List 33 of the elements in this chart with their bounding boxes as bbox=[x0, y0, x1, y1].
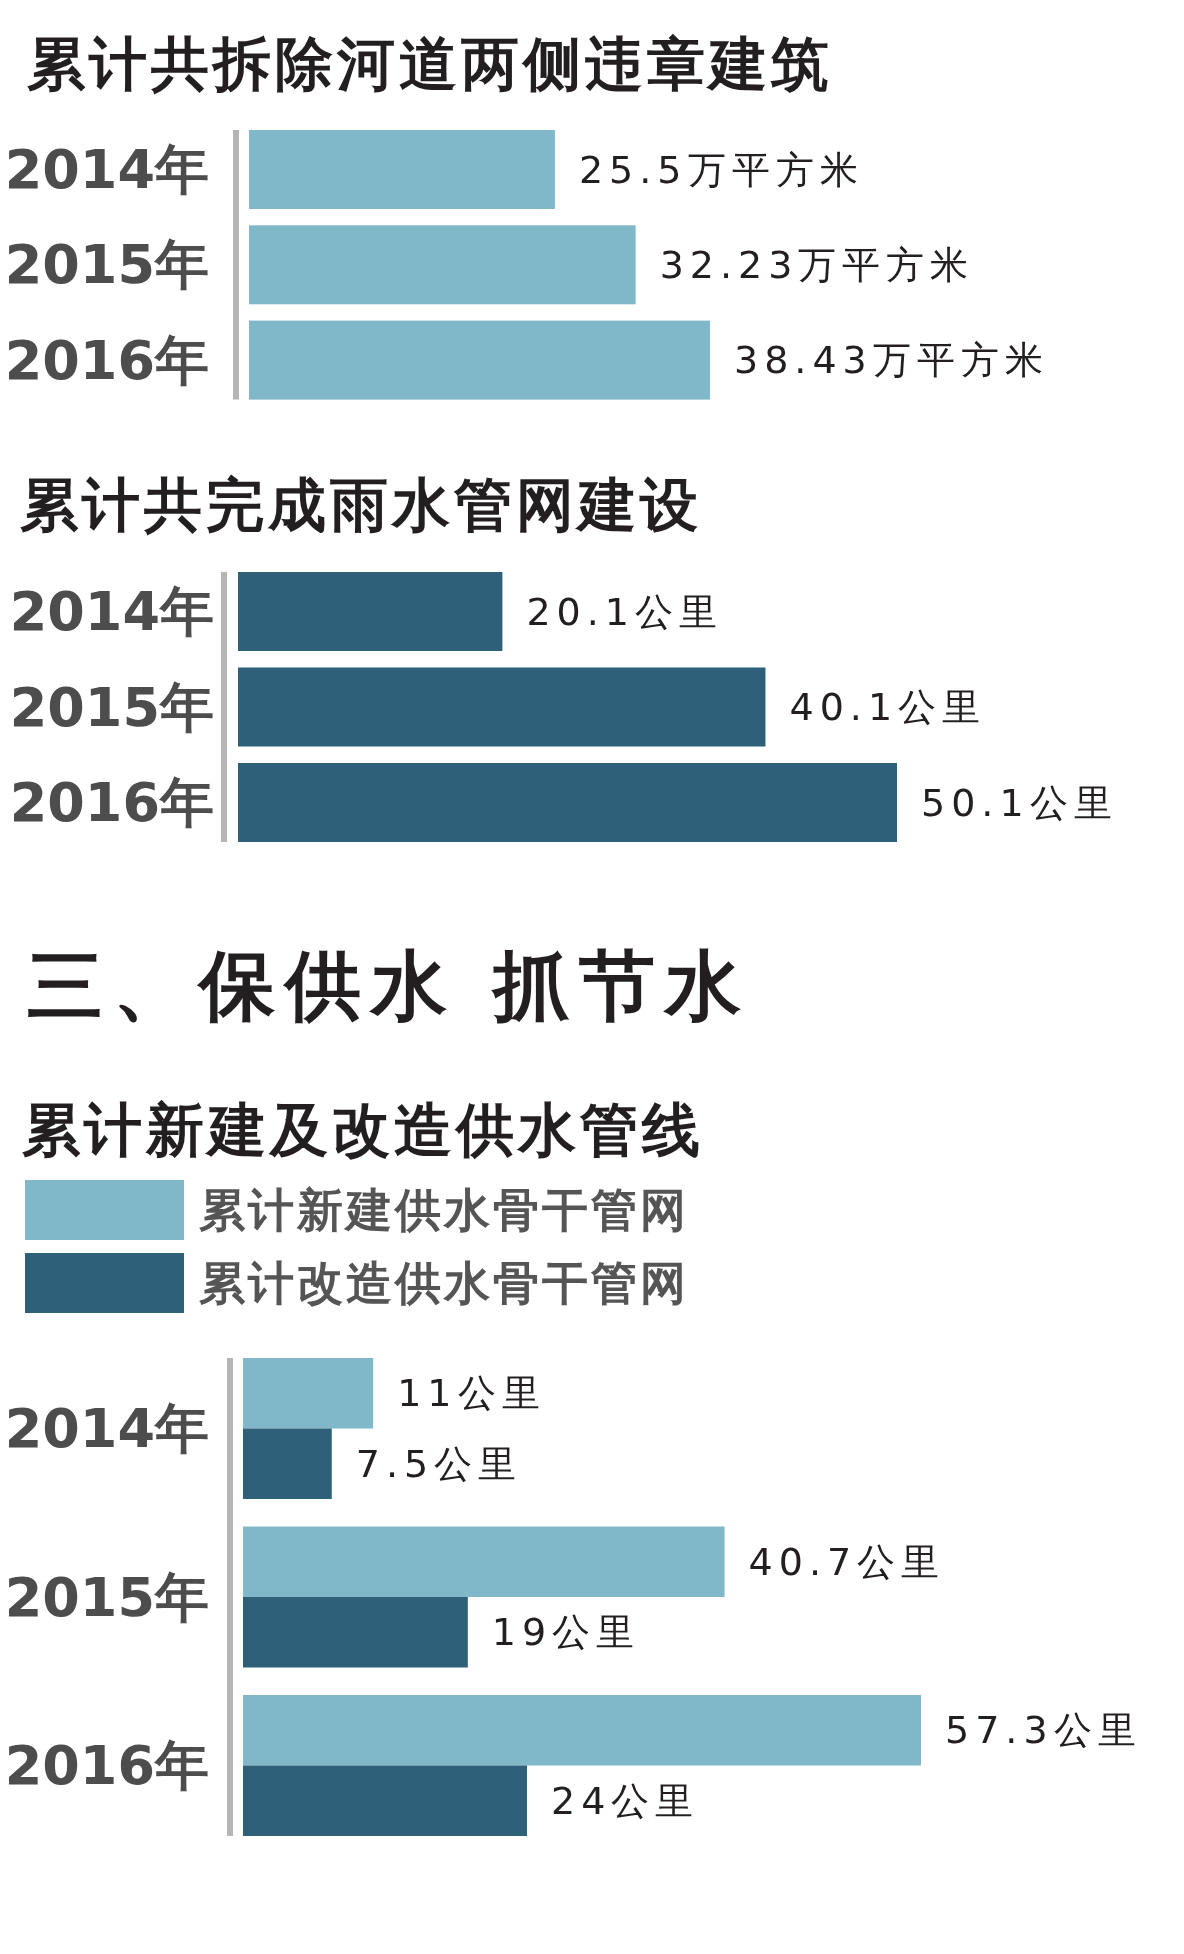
y-tick-label: 2016年 bbox=[9, 771, 214, 834]
data-label: 25.5万平方米 bbox=[578, 147, 864, 192]
y-tick-label: 2014年 bbox=[4, 138, 209, 201]
data-label: 38.43万平方米 bbox=[734, 338, 1049, 383]
data-label: 11公里 bbox=[397, 1371, 546, 1416]
data-label: 32.23万平方米 bbox=[659, 242, 975, 287]
bar bbox=[243, 1695, 921, 1766]
y-tick-label: 2014年 bbox=[9, 580, 214, 643]
bar bbox=[243, 1358, 374, 1429]
bar bbox=[243, 1597, 468, 1668]
data-label: 20.1公里 bbox=[526, 589, 723, 634]
data-label: 57.3公里 bbox=[945, 1708, 1142, 1753]
data-label: 19公里 bbox=[491, 1610, 641, 1655]
y-tick-label: 2016年 bbox=[4, 1734, 209, 1797]
bar bbox=[243, 1428, 332, 1499]
y-tick-label: 2015年 bbox=[4, 233, 209, 297]
data-label: 40.7公里 bbox=[748, 1539, 946, 1584]
chart-title: 三、保供水 抓节水 bbox=[27, 941, 752, 1030]
chart-title: 累计共完成雨水管网建设 bbox=[20, 471, 702, 539]
legend-label: 累计改造供水骨干管网 bbox=[199, 1256, 689, 1310]
y-tick-label: 2015年 bbox=[9, 675, 214, 739]
data-label: 7.5公里 bbox=[355, 1441, 523, 1486]
bar bbox=[243, 1765, 527, 1836]
legend-label: 累计新建供水骨干管网 bbox=[199, 1183, 689, 1237]
bar bbox=[243, 1526, 725, 1597]
y-tick-label: 2015年 bbox=[4, 1565, 209, 1629]
data-label: 40.1公里 bbox=[789, 685, 987, 729]
data-label: 24公里 bbox=[550, 1778, 700, 1823]
data-label: 50.1公里 bbox=[921, 780, 1118, 825]
y-tick-label: 2014年 bbox=[4, 1397, 209, 1460]
chart-title: 累计共拆除河道两侧违章建筑 bbox=[27, 30, 833, 98]
chart-subtitle: 累计新建及改造供水管线 bbox=[22, 1096, 704, 1164]
y-tick-label: 2016年 bbox=[4, 328, 209, 392]
